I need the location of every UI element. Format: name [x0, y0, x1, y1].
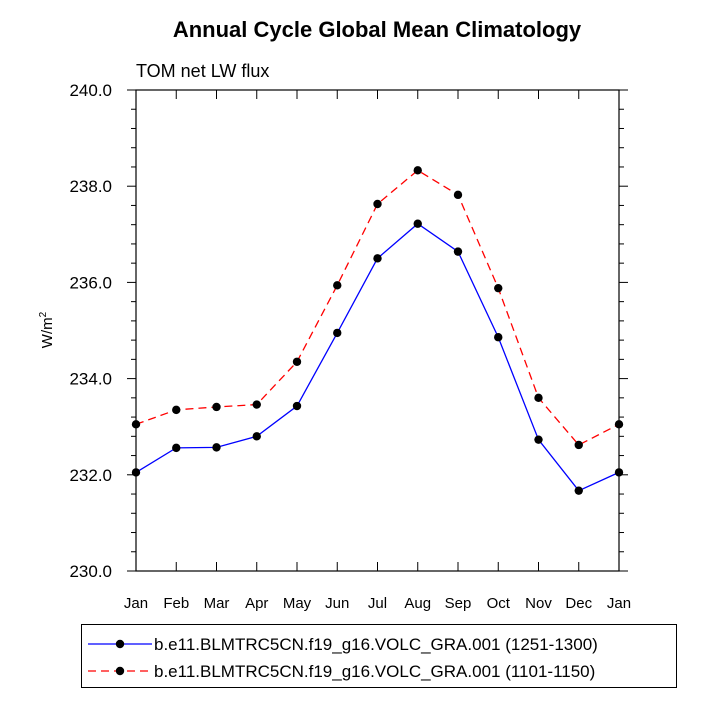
- y-tick-label: 230.0: [69, 562, 112, 581]
- y-tick-labels: 230.0 232.0 234.0 236.0 238.0 240.0: [69, 81, 112, 581]
- legend-entries: b.e11.BLMTRC5CN.f19_g16.VOLC_GRA.001 (12…: [88, 635, 598, 681]
- x-tick-label: Jan: [607, 595, 631, 612]
- x-tick-label: Jun: [325, 595, 349, 612]
- y-axis-label-base: W/m: [39, 317, 56, 348]
- series-2-point: [212, 402, 221, 412]
- series-2-point: [292, 357, 302, 366]
- series-1-point: [212, 443, 221, 452]
- series-2-point: [333, 281, 342, 290]
- x-tick-label: Apr: [245, 595, 268, 612]
- x-tick-label: Dec: [565, 595, 592, 612]
- y-axis-label-superscript: 2: [38, 311, 49, 317]
- chart-subtitle: TOM net LW flux: [136, 61, 269, 81]
- series-1-point: [574, 486, 583, 495]
- x-tick-label: Aug: [404, 595, 431, 612]
- y-tick-label: 234.0: [69, 370, 112, 389]
- series-1-point: [494, 333, 503, 342]
- series-1-point: [373, 254, 382, 263]
- series-2-point: [413, 166, 422, 175]
- series-2-point: [252, 400, 261, 409]
- y-tick-label: 232.0: [69, 466, 112, 485]
- x-tick-label: Jan: [124, 595, 148, 612]
- series-1-point: [333, 328, 342, 338]
- series-1-point: [292, 401, 302, 411]
- series-1-point: [614, 468, 624, 477]
- y-tick-label: 240.0: [69, 81, 112, 100]
- series-line-2: [135, 169, 620, 446]
- x-tick-label: Jul: [368, 595, 387, 612]
- x-tick-label: May: [283, 595, 312, 612]
- plot-frame: [135, 89, 620, 572]
- y-tick-label: 236.0: [69, 273, 112, 292]
- series-1-point: [453, 247, 463, 256]
- series-2-point: [614, 420, 624, 429]
- x-tick-labels: Jan Feb Mar Apr May Jun Jul Aug Sep Oct Nov Dec Jan: [124, 595, 631, 612]
- series-2-point: [131, 420, 141, 429]
- series-line-1: [135, 222, 620, 492]
- series-layer: [131, 166, 624, 495]
- series-1-point: [413, 219, 422, 228]
- chart-title: Annual Cycle Global Mean Climatology: [173, 17, 582, 42]
- x-tick-label: Oct: [487, 595, 511, 612]
- series-2-point: [534, 393, 543, 403]
- legend-label-2: b.e11.BLMTRC5CN.f19_g16.VOLC_GRA.001 (11…: [154, 662, 595, 681]
- x-tick-label: Mar: [204, 595, 230, 612]
- legend-marker-2: [115, 666, 125, 676]
- series-2-point: [172, 405, 181, 415]
- y-axis-label: W/m2: [38, 311, 56, 348]
- legend-marker-1: [115, 639, 125, 649]
- series-2-point: [373, 199, 382, 209]
- legend-label-1: b.e11.BLMTRC5CN.f19_g16.VOLC_GRA.001 (12…: [154, 635, 598, 654]
- x-tick-label: Sep: [445, 595, 472, 612]
- x-tick-label: Feb: [163, 595, 189, 612]
- series-1-point: [131, 468, 141, 477]
- y-tick-label: 238.0: [69, 177, 112, 196]
- series-1-point: [534, 435, 543, 444]
- x-tick-label: Nov: [525, 595, 552, 612]
- axis-ticks: [127, 89, 628, 572]
- series-1-point: [172, 443, 181, 453]
- legend: b.e11.BLMTRC5CN.f19_g16.VOLC_GRA.001 (12…: [81, 624, 677, 688]
- series-1-point: [252, 432, 261, 441]
- series-2-point: [453, 190, 463, 200]
- series-2-point: [494, 283, 503, 293]
- legend-graphics: b.e11.BLMTRC5CN.f19_g16.VOLC_GRA.001 (12…: [88, 635, 598, 681]
- series-2-point: [574, 440, 583, 450]
